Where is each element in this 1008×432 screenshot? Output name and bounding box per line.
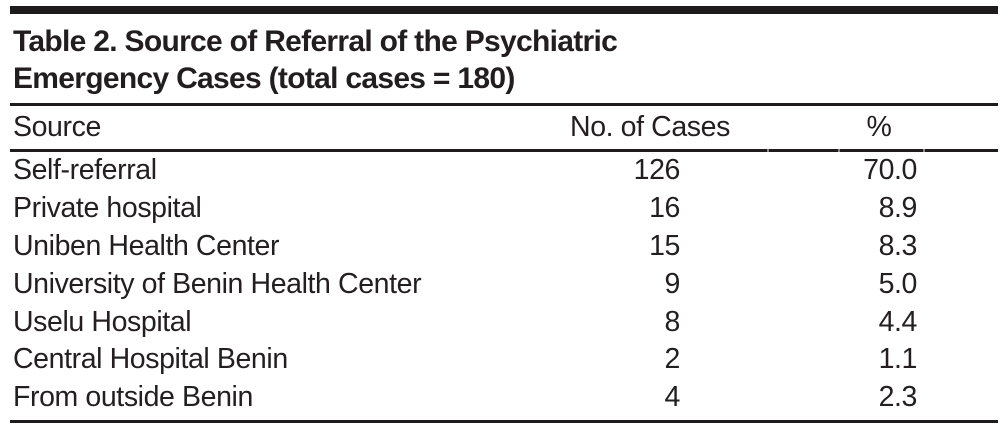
table-bottom-rule xyxy=(10,419,998,423)
source-cell: From outside Benin xyxy=(13,381,253,414)
column-header-source: Source xyxy=(13,111,101,143)
table-row: From outside Benin 4 2.3 xyxy=(10,379,998,417)
cases-cell: 8 xyxy=(664,305,681,338)
cases-cell: 2 xyxy=(664,343,681,376)
cases-cell: 16 xyxy=(649,192,680,225)
header-divider-rule xyxy=(10,149,998,152)
cases-cell: 9 xyxy=(664,267,681,300)
percent-cell: 8.3 xyxy=(878,229,918,262)
source-cell: Uselu Hospital xyxy=(13,305,192,338)
source-cell: Self-referral xyxy=(13,154,157,187)
table-header-row: Source No. of Cases % xyxy=(10,106,998,149)
percent-cell: 70.0 xyxy=(863,154,917,187)
table-row: Uniben Health Center 15 8.3 xyxy=(10,228,998,266)
source-cell: Uniben Health Center xyxy=(13,229,280,262)
table-body: Self-referral 126 70.0 Private hospital … xyxy=(10,152,998,417)
column-header-cases: No. of Cases xyxy=(570,111,730,143)
table-row: University of Benin Health Center 9 5.0 xyxy=(10,265,998,303)
table-title-line-1: Table 2. Source of Referral of the Psych… xyxy=(13,25,618,58)
source-cell: University of Benin Health Center xyxy=(13,267,422,300)
percent-cell: 1.1 xyxy=(878,343,918,376)
table-title-line-2: Emergency Cases (total cases = 180) xyxy=(13,62,515,95)
cases-cell: 126 xyxy=(633,154,681,187)
source-cell: Private hospital xyxy=(13,192,202,225)
percent-cell: 4.4 xyxy=(878,305,918,338)
table-top-rule xyxy=(10,6,998,14)
table-row: Uselu Hospital 8 4.4 xyxy=(10,303,998,341)
column-header-percent: % xyxy=(866,111,892,143)
source-cell: Central Hospital Benin xyxy=(13,343,288,376)
table-figure: Table 2. Source of Referral of the Psych… xyxy=(10,6,998,423)
table-row: Self-referral 126 70.0 xyxy=(10,152,998,190)
cases-cell: 4 xyxy=(664,381,681,414)
percent-cell: 2.3 xyxy=(878,381,918,414)
title-divider-rule xyxy=(10,103,998,106)
percent-cell: 5.0 xyxy=(878,267,918,300)
percent-cell: 8.9 xyxy=(878,192,918,225)
table-row: Private hospital 16 8.9 xyxy=(10,190,998,228)
cases-cell: 15 xyxy=(649,229,680,262)
table-title: Table 2. Source of Referral of the Psych… xyxy=(10,23,998,97)
table-row: Central Hospital Benin 2 1.1 xyxy=(10,341,998,379)
